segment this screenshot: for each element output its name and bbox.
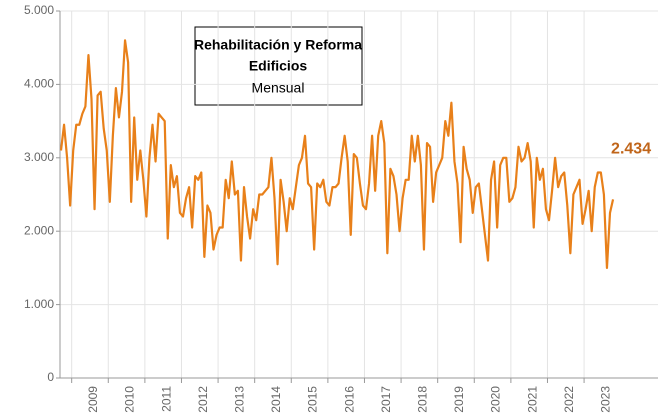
x-tick-label: 2009 bbox=[86, 386, 100, 413]
x-tick-label: 2023 bbox=[599, 386, 613, 413]
chart-title: Edificios bbox=[249, 58, 308, 74]
y-tick-label: 1.000 bbox=[24, 297, 54, 311]
y-tick-label: 2.000 bbox=[24, 223, 54, 237]
x-tick-label: 2018 bbox=[416, 386, 430, 413]
x-tick-label: 2020 bbox=[489, 386, 503, 413]
x-tick-label: 2012 bbox=[196, 386, 210, 413]
x-tick-label: 2016 bbox=[342, 386, 356, 413]
chart-subtitle: Mensual bbox=[252, 80, 305, 96]
x-tick-label: 2017 bbox=[379, 386, 393, 413]
y-tick-label: 3.000 bbox=[24, 150, 54, 164]
x-tick-label: 2019 bbox=[452, 386, 466, 413]
chart-title: Rehabilitación y Reforma bbox=[194, 37, 362, 53]
y-tick-label: 4.000 bbox=[24, 77, 54, 91]
y-tick-label: 0 bbox=[47, 370, 54, 384]
line-series bbox=[59, 39, 615, 269]
x-tick-label: 2013 bbox=[233, 386, 247, 413]
title-box bbox=[194, 26, 363, 106]
y-tick-label: 5.000 bbox=[24, 3, 54, 17]
x-tick-label: 2014 bbox=[269, 386, 283, 413]
x-tick-label: 2022 bbox=[562, 386, 576, 413]
x-tick-label: 2021 bbox=[525, 386, 539, 413]
last-value-label: 2.434 bbox=[611, 141, 651, 158]
x-tick-label: 2010 bbox=[123, 386, 137, 413]
x-tick-label: 2015 bbox=[306, 386, 320, 413]
x-tick-label: 2011 bbox=[159, 386, 173, 412]
